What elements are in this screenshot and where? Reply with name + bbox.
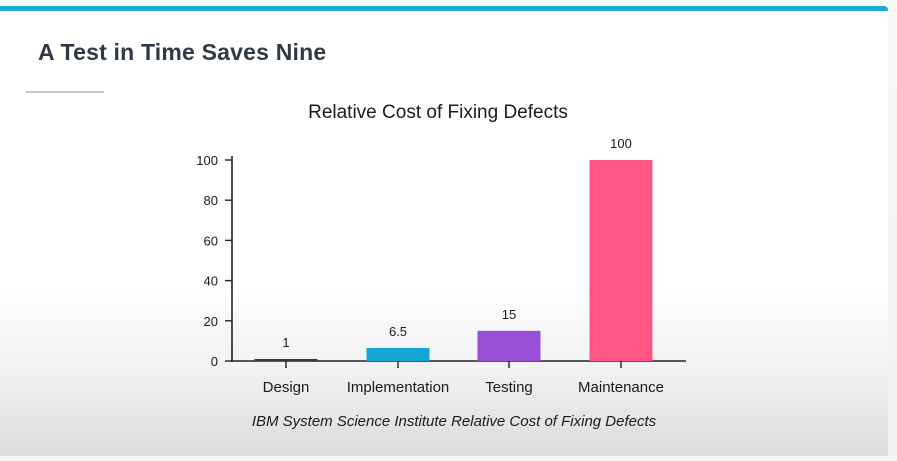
title-underline — [26, 91, 104, 93]
chart-caption: IBM System Science Institute Relative Co… — [252, 413, 657, 430]
data-label: 100 — [610, 136, 632, 151]
bar — [477, 330, 541, 361]
slide-title: A Test in Time Saves Nine — [38, 39, 327, 65]
y-tick-label: 20 — [204, 314, 218, 329]
bar — [589, 160, 653, 361]
data-label: 15 — [502, 307, 516, 322]
data-label: 1 — [282, 335, 289, 350]
bar-chart: Relative Cost of Fixing Defects 0 20 40 60 8… — [196, 102, 686, 430]
x-tick-label: Implementation — [347, 379, 450, 396]
y-tick-label: 60 — [204, 233, 218, 248]
x-tick-label: Testing — [485, 379, 533, 396]
y-tick-label: 40 — [204, 274, 218, 289]
x-tick-label: Design — [263, 379, 310, 396]
y-tick-label: 80 — [204, 193, 218, 208]
bar — [254, 358, 318, 361]
bar — [366, 347, 430, 361]
slide: A Test in Time Saves Nine Relative Cost … — [0, 6, 888, 456]
y-tick-label: 0 — [211, 354, 218, 369]
chart-title: Relative Cost of Fixing Defects — [308, 102, 568, 123]
y-tick-label: 100 — [196, 153, 218, 168]
x-tick-label: Maintenance — [578, 379, 664, 396]
data-label: 6.5 — [389, 324, 407, 339]
